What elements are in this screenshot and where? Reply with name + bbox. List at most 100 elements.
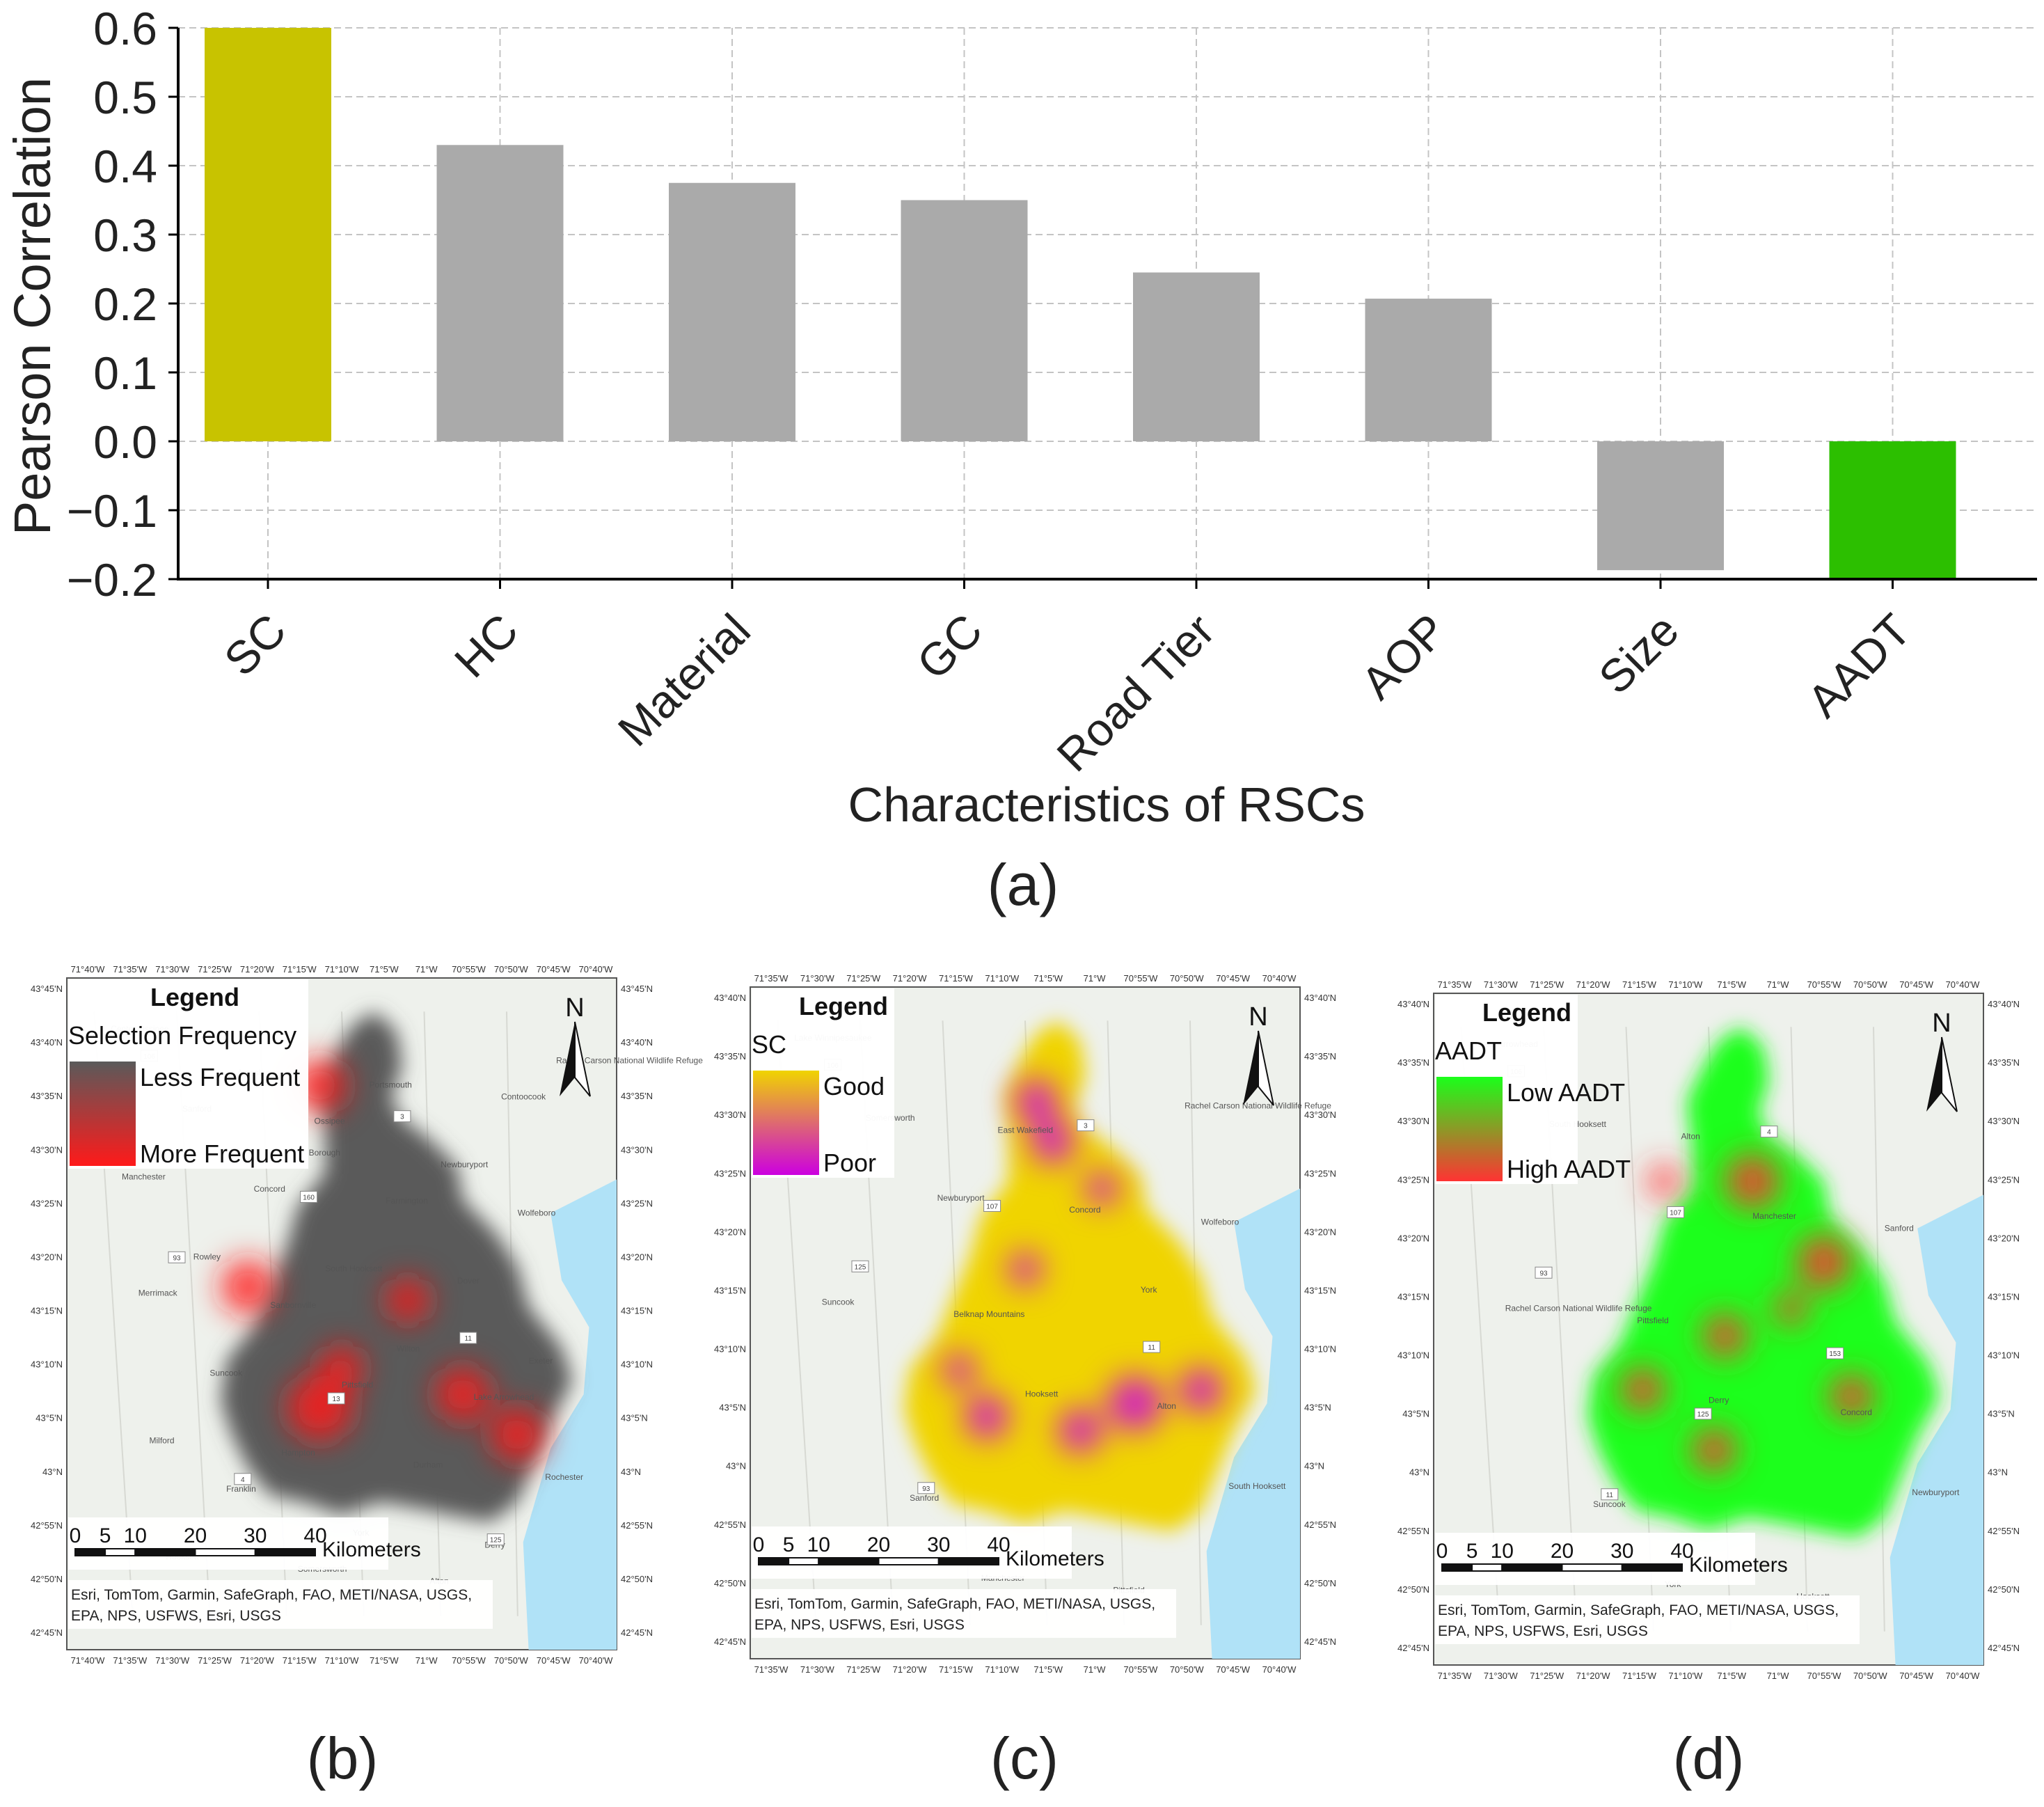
map-road-shield bbox=[917, 1482, 935, 1494]
north-label: N bbox=[565, 993, 584, 1023]
map-latitude-left-label: 43°10'N bbox=[1397, 1350, 1429, 1361]
scale-tick-label: 10 bbox=[807, 1533, 830, 1556]
map-road-shield bbox=[327, 1392, 345, 1405]
map-attribution: Esri, TomTom, Garmin, SafeGraph, FAO, ME… bbox=[68, 1580, 493, 1629]
map-latitude-left-label: 43°5'N bbox=[719, 1403, 746, 1413]
map-longitude-bottom-label: 70°55'W bbox=[452, 1655, 486, 1666]
north-arrow-left bbox=[560, 1022, 575, 1096]
heatmap-hotspot bbox=[1829, 1374, 1873, 1419]
scale-tick-label: 30 bbox=[244, 1524, 267, 1547]
scale-tick-label: 20 bbox=[184, 1524, 207, 1547]
map-place-name: Rachel Carson National Wildlife Refuge bbox=[1185, 1101, 1331, 1111]
map-longitude-bottom-label: 71°25'W bbox=[198, 1655, 232, 1666]
x-tick-label: Size bbox=[1589, 604, 1688, 704]
scale-bar-background bbox=[1435, 1533, 1755, 1585]
map-road-shield bbox=[983, 1199, 1001, 1212]
scale-tick-label: 10 bbox=[124, 1524, 147, 1547]
map-longitude-bottom-label: 71°25'W bbox=[1530, 1671, 1564, 1681]
heatmap-hotspot bbox=[1107, 1375, 1163, 1431]
heatmap-hotspot bbox=[1774, 1292, 1808, 1326]
heatmap-hotspot bbox=[1796, 1234, 1852, 1290]
map-latitude-right-label: 42°50'N bbox=[1988, 1584, 2020, 1595]
map-road-shield bbox=[168, 1251, 186, 1263]
map-place-name: Hampton bbox=[281, 1448, 315, 1458]
map-attribution: Esri, TomTom, Garmin, SafeGraph, FAO, ME… bbox=[1435, 1595, 1860, 1644]
map-latitude-left-label: 43°N bbox=[1409, 1467, 1429, 1478]
map-longitude-bottom-label: 71°35'W bbox=[1438, 1671, 1473, 1681]
map-longitude-top-label: 71°5'W bbox=[1717, 979, 1746, 990]
map-latitude-right-label: 43°5'N bbox=[1988, 1409, 2015, 1419]
map-latitude-left-label: 43°N bbox=[42, 1467, 63, 1477]
map-place-name: Wolfeboro bbox=[518, 1208, 556, 1218]
scale-bar-segment bbox=[1501, 1563, 1563, 1572]
map-longitude-bottom-label: 70°40'W bbox=[1262, 1664, 1297, 1675]
north-arrow-right bbox=[1258, 1030, 1274, 1106]
heatmap-hotspot bbox=[1648, 1165, 1681, 1198]
map-road-number: 93 bbox=[173, 1254, 181, 1262]
y-tick-label: 0.2 bbox=[93, 278, 157, 330]
map-place-name: Concord bbox=[1069, 1205, 1100, 1215]
map-latitude-right-label: 43°45'N bbox=[621, 984, 653, 994]
map-longitude-top-label: 70°55'W bbox=[1807, 979, 1841, 990]
map-road-shield bbox=[1694, 1407, 1712, 1420]
map-latitude-right-label: 43°30'N bbox=[621, 1144, 653, 1155]
map-latitude-left-label: 43°10'N bbox=[714, 1344, 746, 1355]
map-latitude-left-label: 43°20'N bbox=[31, 1252, 63, 1262]
map-legend: Legend SC Good Poor bbox=[752, 988, 894, 1178]
north-arrow-right bbox=[574, 1021, 591, 1097]
map-longitude-bottom-label: 71°30'W bbox=[800, 1664, 835, 1675]
x-tick-labels: SC HC Material GC Road Tier AOP Size AADT bbox=[214, 579, 1920, 781]
map-longitude-bottom-label: 71°30'W bbox=[1484, 1671, 1519, 1681]
map-road-shield bbox=[851, 1260, 869, 1272]
map-road-number: 11 bbox=[465, 1335, 473, 1343]
map-longitude-bottom-label: 70°45'W bbox=[1899, 1671, 1934, 1681]
map-latitude-right-label: 43°35'N bbox=[1304, 1051, 1336, 1062]
scale-bar-segment bbox=[878, 1557, 940, 1565]
legend-low-label: More Frequent bbox=[140, 1139, 304, 1168]
map-latitude-left-label: 43°40'N bbox=[1397, 999, 1429, 1009]
bar-aadt bbox=[1829, 441, 1956, 579]
attribution-background bbox=[752, 1589, 1176, 1638]
scale-bar-segment bbox=[937, 1557, 999, 1565]
y-tick-label: 0.5 bbox=[93, 72, 157, 123]
map-latitude-right-label: 43°35'N bbox=[621, 1091, 653, 1101]
scale-tick-label: 10 bbox=[1491, 1540, 1514, 1563]
legend-high-label: Low AADT bbox=[1507, 1078, 1625, 1107]
heatmap-hotspot bbox=[1058, 1408, 1102, 1453]
x-tick-label: Material bbox=[608, 604, 760, 756]
heatmap-hotspot bbox=[1692, 1428, 1736, 1472]
map-longitude-top-label: 70°40'W bbox=[1946, 979, 1981, 990]
map-longitude-top-label: 71°30'W bbox=[1484, 979, 1519, 990]
map-latitude-left-label: 42°50'N bbox=[714, 1578, 746, 1588]
map-longitude-top-label: 71°30'W bbox=[800, 973, 835, 984]
scale-bar-segment bbox=[134, 1548, 196, 1556]
map-place-name: Manchester bbox=[1752, 1211, 1796, 1221]
map-place-name: Sanford bbox=[910, 1493, 939, 1503]
map-longitude-top-label: 71°W bbox=[1084, 973, 1107, 984]
map-latitude-right-label: 43°25'N bbox=[1988, 1174, 2020, 1185]
heatmap-hotspots bbox=[942, 1079, 1223, 1453]
map-latitude-left-label: 43°30'N bbox=[31, 1144, 63, 1155]
map-latitude-left-label: 42°50'N bbox=[1397, 1584, 1429, 1595]
map-latitude-left-label: 43°40'N bbox=[714, 993, 746, 1003]
y-tick-label: 0.0 bbox=[93, 416, 157, 468]
scale-tick-label: 5 bbox=[783, 1533, 795, 1556]
map-road-shield bbox=[1826, 1347, 1844, 1359]
scale-bar-segment bbox=[194, 1548, 256, 1556]
map-place-name: Dover bbox=[457, 1276, 480, 1286]
map-longitude-bottom-label: 71°15'W bbox=[1622, 1671, 1657, 1681]
map-latitude-right-label: 43°40'N bbox=[621, 1037, 653, 1048]
map-place-name: Lake Arrowhead bbox=[474, 1392, 534, 1402]
map-place-name: Farmington bbox=[386, 1196, 428, 1206]
north-arrow-icon: N bbox=[560, 993, 591, 1097]
map-road-shield bbox=[486, 1533, 505, 1546]
map-longitude-bottom-label: 71°5'W bbox=[1717, 1671, 1746, 1681]
scale-bar-segment bbox=[758, 1557, 790, 1565]
map-longitude-top-label: 71°5'W bbox=[1033, 973, 1063, 984]
scale-bar-segment bbox=[254, 1548, 316, 1556]
y-tick-label: 0.3 bbox=[93, 210, 157, 261]
map-latitude-right-label: 42°50'N bbox=[1304, 1578, 1336, 1588]
map-place-name: Contoocook bbox=[501, 1092, 546, 1102]
map-place-name: York bbox=[1141, 1285, 1158, 1295]
